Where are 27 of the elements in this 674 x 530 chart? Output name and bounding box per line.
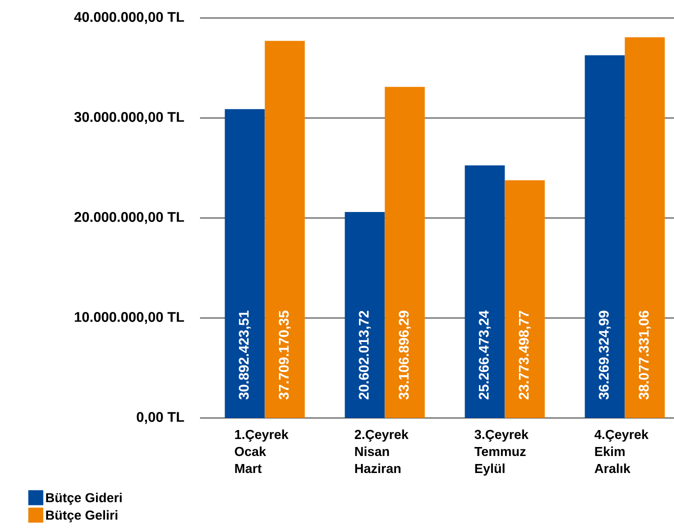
x-tick-label: 3.Çeyrek Temmuz Eylül — [474, 430, 529, 476]
bar — [464, 165, 505, 418]
bar — [504, 180, 545, 418]
data-label: 30.892.423,51 — [238, 310, 251, 400]
x-tick-label: 2.Çeyrek Nisan Haziran — [354, 430, 409, 474]
data-label: 20.602.013,72 — [358, 310, 371, 400]
x-tick-label: 1.Çeyrek Ocak Mart — [234, 430, 289, 474]
y-tick-label: 10.000.000,00 TL — [74, 312, 184, 324]
data-label: 23.773.498,77 — [518, 310, 531, 400]
data-label: 33.106.896,29 — [398, 310, 411, 400]
legend-label: Bütçe Geliri — [46, 510, 118, 522]
y-tick-label: 0,00 TL — [136, 412, 184, 424]
bar — [264, 40, 305, 418]
data-label: 38.077.331,06 — [638, 310, 651, 400]
bar — [624, 37, 665, 418]
x-tick-label: 4.Çeyrek Ekim Aralık — [594, 430, 649, 474]
bar — [344, 212, 385, 418]
bar — [224, 109, 265, 418]
y-tick-label: 30.000.000,00 TL — [74, 112, 184, 124]
bar — [584, 55, 625, 418]
data-label: 37.709.170,35 — [278, 310, 291, 400]
data-label: 36.269.324,99 — [598, 310, 611, 400]
y-tick-label: 20.000.000,00 TL — [74, 212, 184, 224]
data-label: 25.266.473,24 — [478, 310, 491, 400]
y-tick-label: 40.000.000,00 TL — [74, 12, 184, 24]
bar — [384, 86, 425, 418]
legend-label: Bütçe Gideri — [46, 492, 122, 505]
